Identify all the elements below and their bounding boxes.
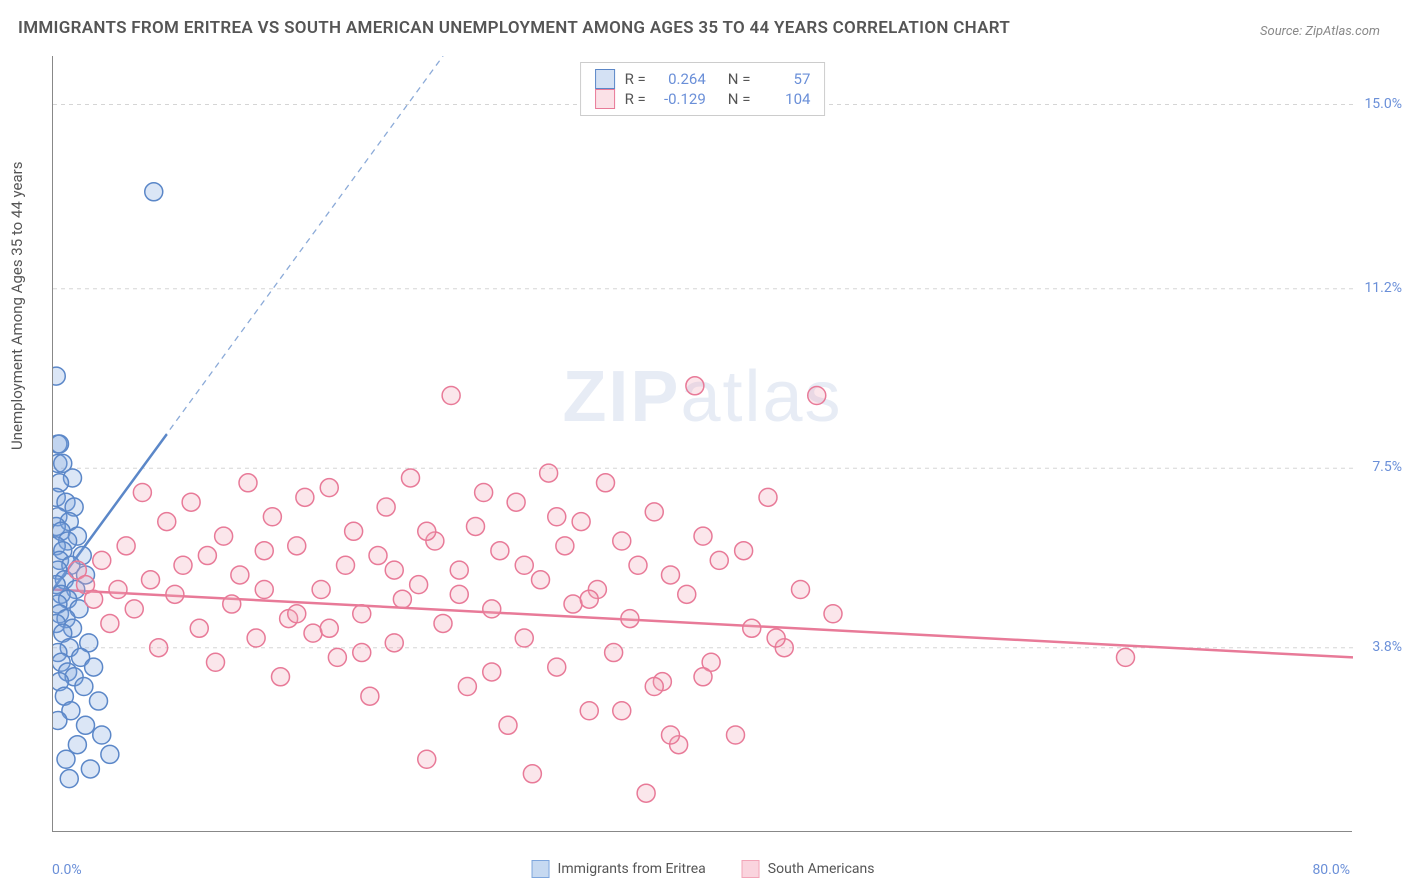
series-swatch	[595, 89, 615, 109]
chart-title: IMMIGRANTS FROM ERITREA VS SOUTH AMERICA…	[18, 18, 1010, 38]
y-tick-label: 15.0%	[1364, 96, 1402, 112]
scatter-svg	[53, 56, 1353, 832]
y-axis-label: Unemployment Among Ages 35 to 44 years	[8, 162, 26, 450]
x-axis-max-label: 80.0%	[1312, 862, 1350, 878]
stats-row: R =0.264N =57	[595, 69, 811, 89]
stats-row: R =-0.129N =104	[595, 89, 811, 109]
y-tick-label: 3.8%	[1372, 639, 1402, 655]
x-axis-min-label: 0.0%	[52, 862, 82, 878]
y-tick-label: 7.5%	[1372, 459, 1402, 475]
plot-area: ZIPatlas R =0.264N =57R =-0.129N =104 3.…	[52, 56, 1352, 832]
source-label: Source: ZipAtlas.com	[1260, 24, 1380, 39]
legend-item: South Americans	[742, 860, 875, 878]
stats-legend: R =0.264N =57R =-0.129N =104	[580, 62, 826, 116]
legend-item: Immigrants from Eritrea	[532, 860, 706, 878]
legend-swatch	[532, 860, 550, 878]
series-swatch	[595, 69, 615, 89]
legend-swatch	[742, 860, 760, 878]
legend-label: South Americans	[768, 861, 875, 877]
legend-label: Immigrants from Eritrea	[558, 861, 706, 877]
series-legend: Immigrants from Eritrea South Americans	[532, 860, 875, 878]
y-tick-label: 11.2%	[1364, 280, 1402, 296]
